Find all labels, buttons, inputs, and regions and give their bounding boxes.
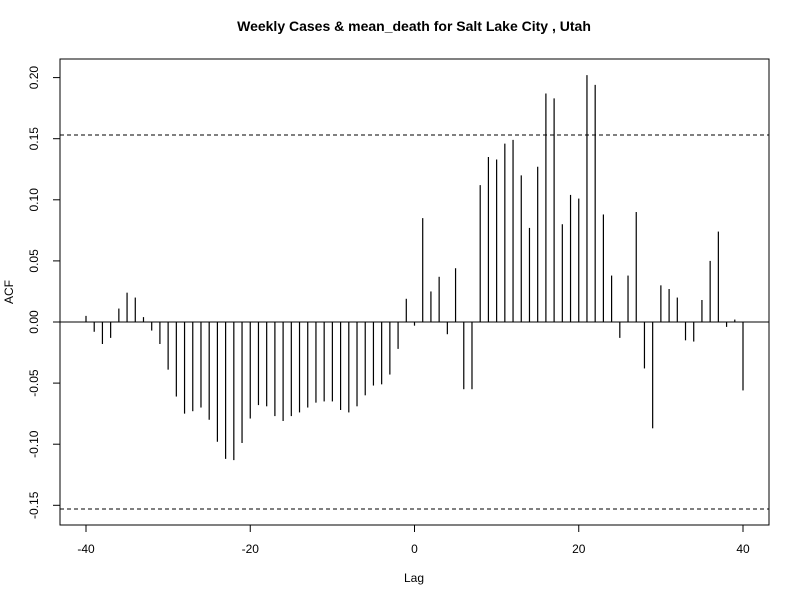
y-tick-label: 0.00 (27, 310, 41, 334)
x-tick-label: 20 (572, 542, 586, 556)
x-tick-label: -20 (242, 542, 260, 556)
y-axis: -0.15 -0.10 -0.05 0.00 0.05 0.10 0.15 0.20 (27, 66, 61, 519)
y-tick-label: -0.10 (27, 430, 41, 458)
x-axis-label: Lag (404, 571, 424, 585)
y-axis-label: ACF (2, 280, 16, 304)
y-tick-label: -0.05 (27, 369, 41, 397)
x-tick-label: 40 (736, 542, 750, 556)
y-tick-label: 0.20 (27, 66, 41, 90)
x-tick-label: 0 (411, 542, 418, 556)
y-tick-label: 0.05 (27, 249, 41, 273)
x-axis: -40 -20 0 20 40 (77, 524, 750, 556)
y-tick-label: 0.15 (27, 127, 41, 151)
x-tick-label: -40 (77, 542, 95, 556)
y-tick-label: 0.10 (27, 188, 41, 212)
y-tick-label: -0.15 (27, 491, 41, 519)
acf-bars (85, 75, 744, 461)
plot-frame (59, 58, 770, 526)
chart-title: Weekly Cases & mean_death for Salt Lake … (237, 18, 591, 34)
